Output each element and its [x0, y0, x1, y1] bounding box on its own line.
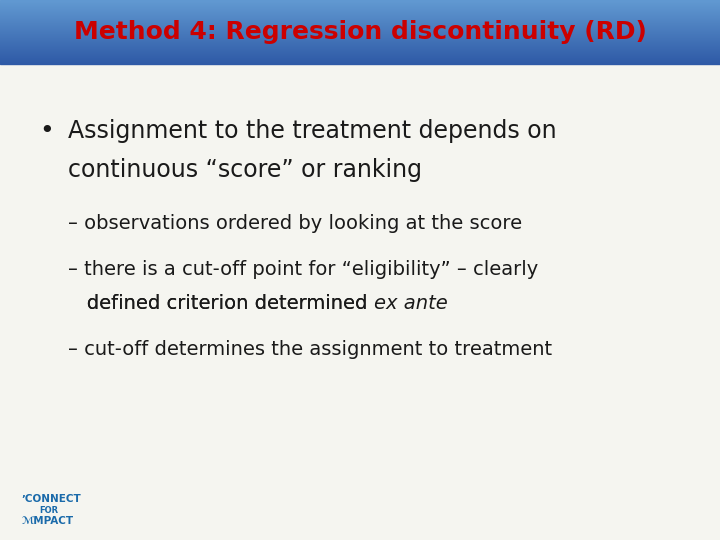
- Bar: [0, 53, 720, 54]
- Bar: [0, 60, 720, 62]
- Bar: [0, 10, 720, 11]
- Bar: [0, 9, 720, 10]
- Bar: [0, 15, 720, 16]
- Bar: [0, 7, 720, 8]
- Bar: [0, 18, 720, 19]
- Bar: [0, 49, 720, 50]
- Text: defined criterion determined: defined criterion determined: [68, 294, 374, 313]
- Bar: [0, 20, 720, 21]
- Bar: [0, 39, 720, 40]
- Bar: [0, 23, 720, 24]
- Bar: [0, 56, 720, 57]
- Text: ʼCONNECT: ʼCONNECT: [22, 495, 81, 504]
- Bar: [0, 63, 720, 64]
- Bar: [0, 13, 720, 14]
- Bar: [0, 42, 720, 43]
- Bar: [0, 40, 720, 42]
- Text: continuous “score” or ranking: continuous “score” or ranking: [68, 158, 423, 181]
- Bar: [0, 54, 720, 55]
- Bar: [0, 5, 720, 6]
- Bar: [0, 58, 720, 59]
- Bar: [0, 6, 720, 7]
- Bar: [0, 45, 720, 46]
- Bar: [0, 37, 720, 38]
- Text: – observations ordered by looking at the score: – observations ordered by looking at the…: [68, 214, 523, 233]
- Bar: [0, 19, 720, 20]
- Bar: [0, 33, 720, 34]
- Bar: [0, 12, 720, 13]
- Bar: [0, 4, 720, 5]
- Bar: [0, 55, 720, 56]
- Bar: [0, 57, 720, 58]
- Bar: [0, 47, 720, 48]
- Bar: [0, 8, 720, 9]
- Text: Method 4: Regression discontinuity (RD): Method 4: Regression discontinuity (RD): [73, 20, 647, 44]
- Bar: [0, 43, 720, 44]
- Bar: [0, 36, 720, 37]
- Bar: [0, 35, 720, 36]
- Bar: [0, 24, 720, 25]
- Bar: [0, 46, 720, 47]
- Text: FOR: FOR: [40, 506, 59, 515]
- Text: – cut-off determines the assignment to treatment: – cut-off determines the assignment to t…: [68, 340, 552, 359]
- Bar: [0, 28, 720, 29]
- Bar: [0, 17, 720, 18]
- Bar: [0, 30, 720, 31]
- Bar: [0, 62, 720, 63]
- Bar: [0, 2, 720, 3]
- Bar: [0, 52, 720, 53]
- Bar: [0, 50, 720, 51]
- Bar: [0, 27, 720, 28]
- Bar: [0, 51, 720, 52]
- Bar: [0, 32, 720, 33]
- Text: – there is a cut-off point for “eligibility” – clearly: – there is a cut-off point for “eligibil…: [68, 260, 539, 279]
- Bar: [0, 31, 720, 32]
- Text: Assignment to the treatment depends on: Assignment to the treatment depends on: [68, 119, 557, 143]
- Bar: [0, 26, 720, 27]
- Bar: [0, 0, 720, 1]
- Bar: [0, 38, 720, 39]
- Bar: [0, 11, 720, 12]
- Text: •: •: [40, 119, 54, 143]
- Bar: [0, 21, 720, 22]
- Text: ℳMPACT: ℳMPACT: [22, 516, 73, 526]
- Bar: [0, 44, 720, 45]
- Bar: [0, 48, 720, 49]
- Text: ex ante: ex ante: [374, 294, 448, 313]
- Bar: [0, 3, 720, 4]
- Bar: [0, 29, 720, 30]
- Text: defined criterion determined: defined criterion determined: [68, 294, 374, 313]
- Bar: [0, 16, 720, 17]
- Bar: [0, 1, 720, 2]
- Bar: [0, 22, 720, 23]
- Bar: [0, 34, 720, 35]
- Bar: [0, 25, 720, 26]
- Bar: [0, 14, 720, 15]
- Bar: [0, 59, 720, 60]
